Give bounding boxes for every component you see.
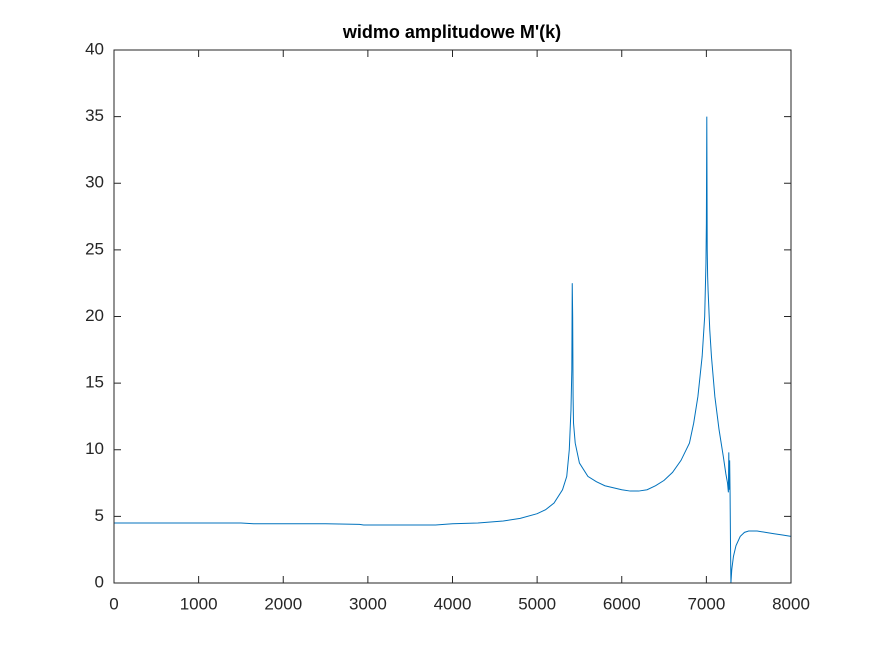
data-line (114, 116, 792, 584)
x-tick-label: 1000 (180, 594, 218, 613)
x-tick-label: 4000 (434, 594, 472, 613)
y-tick-label: 10 (85, 439, 104, 458)
x-tick-label: 2000 (264, 594, 302, 613)
chart-title: widmo amplitudowe M'(k) (342, 22, 561, 42)
x-tick-label: 5000 (518, 594, 556, 613)
y-tick-label: 25 (85, 239, 104, 258)
x-tick-label: 6000 (603, 594, 641, 613)
x-tick-label: 8000 (772, 594, 810, 613)
y-tick-label: 35 (85, 106, 104, 125)
y-tick-label: 15 (85, 373, 104, 392)
y-tick-label: 40 (85, 39, 104, 58)
x-tick-label: 3000 (349, 594, 387, 613)
axes-box (113, 49, 792, 584)
y-tick-label: 5 (95, 506, 104, 525)
y-tick-label: 20 (85, 306, 104, 325)
y-tick-label: 0 (95, 572, 104, 591)
x-tick-label: 0 (109, 594, 118, 613)
y-tick-label: 30 (85, 173, 104, 192)
x-tick-label: 7000 (687, 594, 725, 613)
